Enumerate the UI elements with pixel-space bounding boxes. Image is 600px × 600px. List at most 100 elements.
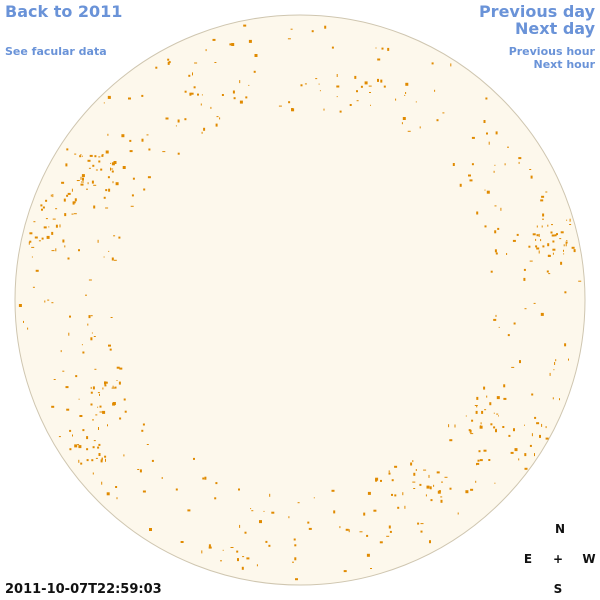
facula: [339, 110, 342, 113]
facula: [92, 419, 94, 421]
facula: [95, 457, 98, 459]
facula: [556, 233, 558, 236]
facula: [489, 402, 492, 406]
facula: [477, 459, 480, 462]
facula: [366, 534, 369, 537]
prev-day-link[interactable]: Previous day: [478, 2, 595, 21]
facula: [360, 85, 363, 88]
facula: [97, 446, 100, 449]
facula: [165, 117, 169, 120]
facula: [86, 188, 88, 190]
back-link[interactable]: Back to 2011: [5, 2, 123, 21]
prev-hour-link[interactable]: Previous hour: [508, 45, 595, 58]
facula: [90, 391, 93, 394]
facula: [71, 188, 73, 192]
facula: [253, 70, 256, 73]
facula: [221, 94, 224, 96]
facula: [200, 103, 202, 106]
facula: [431, 62, 434, 65]
facula: [91, 332, 93, 334]
facula: [529, 169, 532, 170]
facula: [215, 482, 218, 485]
facula: [60, 350, 62, 353]
next-hour-link[interactable]: Next hour: [533, 58, 596, 71]
facula: [550, 231, 553, 234]
facula: [483, 449, 487, 452]
facula: [132, 177, 135, 180]
facula: [524, 424, 525, 426]
facula: [363, 512, 366, 516]
facula: [101, 154, 104, 156]
facula: [101, 457, 103, 460]
facula: [265, 540, 268, 543]
facula: [465, 415, 467, 417]
facula: [540, 199, 544, 202]
facula: [101, 481, 103, 485]
facula: [130, 205, 134, 207]
facula: [55, 248, 57, 252]
facula: [370, 104, 371, 106]
facula: [229, 43, 232, 46]
facula: [104, 381, 107, 384]
facula: [419, 126, 421, 129]
facula: [512, 239, 516, 242]
facula: [476, 462, 480, 465]
facula: [318, 83, 320, 85]
facula: [230, 547, 234, 548]
facula: [222, 549, 224, 551]
facula: [369, 92, 371, 93]
facula: [536, 234, 539, 237]
facula: [441, 481, 443, 483]
facula: [495, 314, 497, 317]
facula: [51, 250, 55, 252]
facula: [88, 315, 91, 319]
facula: [388, 472, 391, 475]
facula: [268, 544, 271, 547]
facula: [69, 315, 71, 318]
facula: [141, 94, 144, 97]
facula: [45, 218, 48, 220]
facula: [383, 85, 386, 88]
facula: [404, 94, 406, 96]
facula: [99, 411, 103, 413]
compass-w: W: [582, 552, 596, 566]
facula: [167, 61, 170, 65]
facula: [80, 176, 82, 180]
facula: [478, 450, 481, 453]
facula: [110, 317, 113, 318]
facula: [205, 49, 207, 52]
facula: [292, 561, 294, 563]
facula: [536, 422, 540, 425]
facula: [63, 198, 66, 202]
facula: [45, 199, 48, 202]
facula: [102, 410, 106, 414]
facula: [93, 336, 96, 337]
facula: [564, 291, 567, 294]
facula: [102, 387, 104, 390]
facula: [523, 277, 526, 281]
facula: [40, 204, 43, 207]
next-day-link[interactable]: Next day: [515, 19, 595, 38]
facula: [404, 505, 406, 509]
facular-link[interactable]: See facular data: [5, 45, 107, 58]
facula: [559, 238, 562, 240]
facula: [571, 246, 575, 249]
facula: [146, 134, 149, 136]
facula: [67, 257, 70, 260]
facula: [548, 273, 551, 275]
facula: [151, 459, 154, 462]
facula: [356, 100, 359, 102]
facula: [523, 268, 526, 271]
facula: [98, 156, 101, 158]
compass-s: S: [553, 582, 563, 596]
facula: [242, 556, 245, 558]
facula: [541, 423, 543, 427]
facula: [27, 327, 29, 330]
facula: [28, 241, 30, 245]
facula: [524, 308, 527, 310]
facula: [161, 477, 163, 479]
facula: [568, 358, 569, 361]
facula: [294, 557, 297, 561]
facula: [90, 403, 93, 406]
